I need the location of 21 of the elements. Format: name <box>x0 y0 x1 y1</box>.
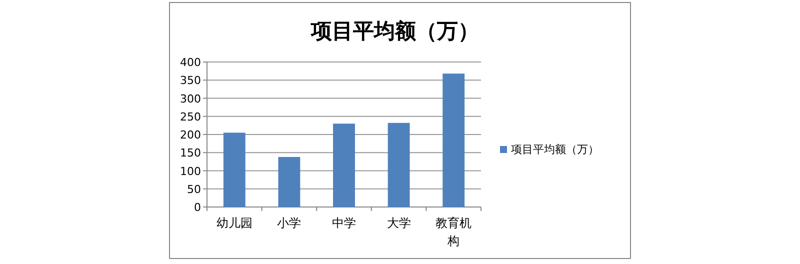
bar <box>278 156 300 207</box>
x-tick-label: 教育机构 <box>436 216 472 248</box>
x-tick-label: 中学 <box>332 216 356 230</box>
chart-title: 项目平均额（万） <box>310 19 479 43</box>
y-tick-label: 0 <box>194 201 201 214</box>
legend-label: 项目平均额（万） <box>511 143 599 156</box>
y-tick-label: 150 <box>180 146 201 160</box>
y-tick-label: 200 <box>180 128 201 142</box>
bar <box>223 132 246 207</box>
x-tick-label: 幼儿园 <box>216 216 252 230</box>
y-tick-label: 250 <box>180 110 201 124</box>
y-tick-label: 50 <box>187 182 201 196</box>
y-tick-label: 100 <box>180 164 201 178</box>
bar <box>388 122 410 207</box>
x-tick-label: 小学 <box>277 216 302 230</box>
y-tick-label: 300 <box>180 92 201 106</box>
x-tick-label: 大学 <box>386 216 411 230</box>
bar <box>442 74 465 207</box>
bar <box>333 124 355 207</box>
y-tick-label: 350 <box>180 74 201 88</box>
y-tick-label: 400 <box>180 56 201 69</box>
